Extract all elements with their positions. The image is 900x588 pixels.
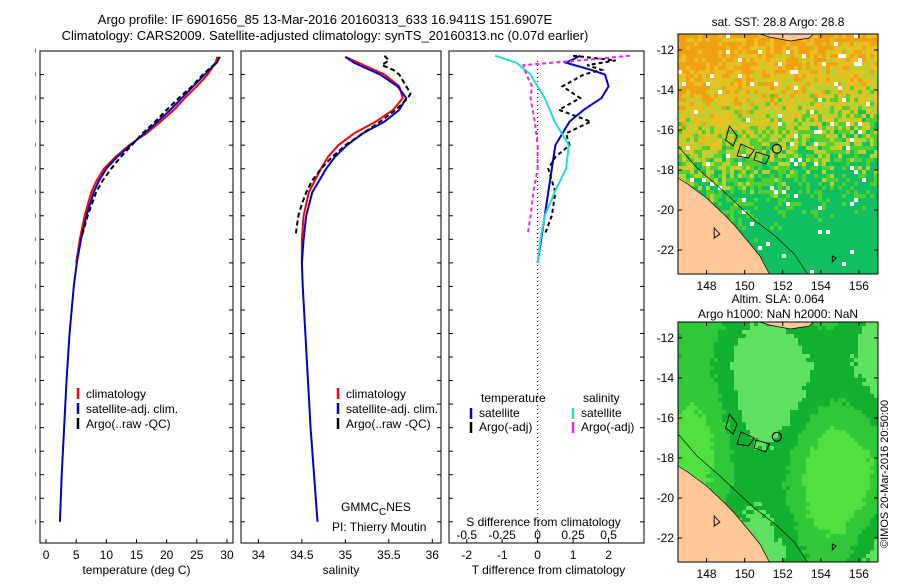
- y-tick-label: 1900: [35, 491, 36, 505]
- y-tick-label: 800: [35, 232, 36, 246]
- legend-title-salinity: salinity: [583, 391, 620, 405]
- s-tick-label: 0: [534, 528, 541, 542]
- y-tick-label: 0: [35, 48, 36, 58]
- pi-label: PI: Thierry Moutin: [332, 520, 426, 534]
- x-tick-label: 148: [697, 279, 717, 292]
- legend-label: satellite-adj. clim.: [86, 402, 178, 416]
- y-tick-label: 400: [35, 138, 36, 152]
- sla-map-title-line1: Altim. SLA: 0.064: [678, 292, 878, 306]
- difference-panel: -2 -1 0 1 2 -0.5 -0.25 0 0.25 0.5S difference fro…: [445, 48, 660, 588]
- legend-label: Argo(-adj): [479, 420, 532, 434]
- y-tick-label: 1000: [35, 279, 36, 293]
- y-tick-label: 1400: [35, 374, 36, 388]
- y-tick-label: 100: [35, 68, 36, 82]
- y-tick-label: -16: [657, 411, 675, 425]
- x-axis-label: T difference from climatology: [472, 563, 626, 577]
- y-tick-label: 600: [35, 185, 36, 199]
- x-tick-label: 0: [534, 548, 541, 562]
- y-tick-label: -22: [657, 243, 675, 257]
- plot-frame: [241, 51, 441, 543]
- plot-frame: [40, 51, 233, 543]
- y-tick-label: -18: [657, 451, 675, 465]
- legend-label: Argo(..raw -QC): [346, 417, 431, 431]
- x-tick-label: 35.5: [377, 548, 401, 562]
- y-tick-label: -12: [657, 331, 675, 345]
- x-tick-label: 154: [811, 279, 831, 292]
- plot-title-line1: Argo profile: IF 6901656_85 13-Mar-2016 …: [0, 12, 650, 27]
- legend-title-temperature: temperature: [481, 391, 546, 405]
- legend-label: satellite-adj. clim.: [346, 402, 438, 416]
- y-tick-label: 1700: [35, 444, 36, 458]
- y-tick-label: 1200: [35, 326, 36, 340]
- x-tick-label: 34.5: [290, 548, 314, 562]
- y-tick-label: 1300: [35, 350, 36, 364]
- x-tick-label: 152: [773, 567, 793, 580]
- y-tick-label: -14: [657, 371, 675, 385]
- x-tick-label: 148: [697, 567, 717, 580]
- y-tick-label: 200: [35, 91, 36, 105]
- y-tick-label: 1100: [35, 303, 36, 317]
- x-tick-label: 25: [190, 548, 204, 562]
- y-tick-label: -20: [657, 203, 675, 217]
- sst-map-title: sat. SST: 28.8 Argo: 28.8: [678, 15, 878, 29]
- s-tick-label: 0.25: [561, 528, 585, 542]
- temperature-panel: 0100200300400500600700800900100011001200…: [35, 48, 240, 588]
- x-tick-label: 150: [735, 567, 755, 580]
- x-tick-label: 10: [100, 548, 114, 562]
- salinity-panel: 34 34.5 35 35.5 36 salinity climatologysatelli…: [240, 48, 450, 588]
- sla-map: -12 -14 -16 -18 -20 -22 148 150 152 154 156: [640, 320, 890, 580]
- legend-label: climatology: [86, 387, 146, 401]
- x-tick-label: 2: [605, 548, 612, 562]
- x-tick-label: -1: [497, 548, 508, 562]
- x-tick-label: 20: [160, 548, 174, 562]
- y-tick-label: -18: [657, 163, 675, 177]
- x-tick-label: -2: [461, 548, 472, 562]
- y-tick-label: 700: [35, 209, 36, 223]
- y-tick-label: -20: [657, 491, 675, 505]
- x-tick-label: 156: [849, 279, 869, 292]
- s-tick-label: -0.5: [456, 528, 477, 542]
- y-tick-label: 1600: [35, 421, 36, 435]
- y-tick-label: 300: [35, 115, 36, 129]
- x-axis-label: salinity: [323, 563, 360, 577]
- plot-frame: [449, 51, 644, 543]
- y-tick-label: 1500: [35, 397, 36, 411]
- x-tick-label: 34: [252, 548, 266, 562]
- y-tick-label: -22: [657, 531, 675, 545]
- x-tick-label: 1: [570, 548, 577, 562]
- x-axis-label: temperature (deg C): [82, 563, 190, 577]
- x-tick-label: 154: [811, 567, 831, 580]
- sla-map-title-line2: Argo h1000: NaN h2000: NaN: [678, 307, 878, 321]
- x-tick-label: 5: [73, 548, 80, 562]
- x-tick-label: 30: [220, 548, 234, 562]
- y-tick-label: 1800: [35, 468, 36, 482]
- legend-label: Argo(..raw -QC): [86, 417, 171, 431]
- x-tick-label: 36: [426, 548, 440, 562]
- y-tick-label: -12: [657, 43, 675, 57]
- legend-label: satellite: [479, 406, 520, 420]
- y-tick-label: 900: [35, 256, 36, 270]
- x-tick-label: 156: [849, 567, 869, 580]
- y-tick-label: 500: [35, 162, 36, 176]
- s-tick-label: 0.5: [600, 528, 617, 542]
- x-tick-label: 35: [339, 548, 353, 562]
- imos-credit: ©IMOS 20-Mar-2016 20:50:00: [879, 400, 891, 548]
- plot-title-line2: Climatology: CARS2009. Satellite-adjuste…: [0, 28, 650, 43]
- y-tick-label: -16: [657, 123, 675, 137]
- legend-label: climatology: [346, 387, 406, 401]
- y-tick-label: -14: [657, 83, 675, 97]
- s-axis-label: S difference from climatology: [466, 515, 621, 529]
- x-tick-label: 15: [130, 548, 144, 562]
- x-tick-label: 150: [735, 279, 755, 292]
- s-tick-label: -0.25: [489, 528, 517, 542]
- legend-label: Argo(-adj): [581, 420, 634, 434]
- y-tick-label: 2000: [35, 515, 36, 529]
- legend-label: satellite: [581, 406, 622, 420]
- x-tick-label: 0: [43, 548, 50, 562]
- x-tick-label: 152: [773, 279, 793, 292]
- sst-map: -12 -14 -16 -18 -20 -22 148 150 152 154 156: [640, 32, 890, 292]
